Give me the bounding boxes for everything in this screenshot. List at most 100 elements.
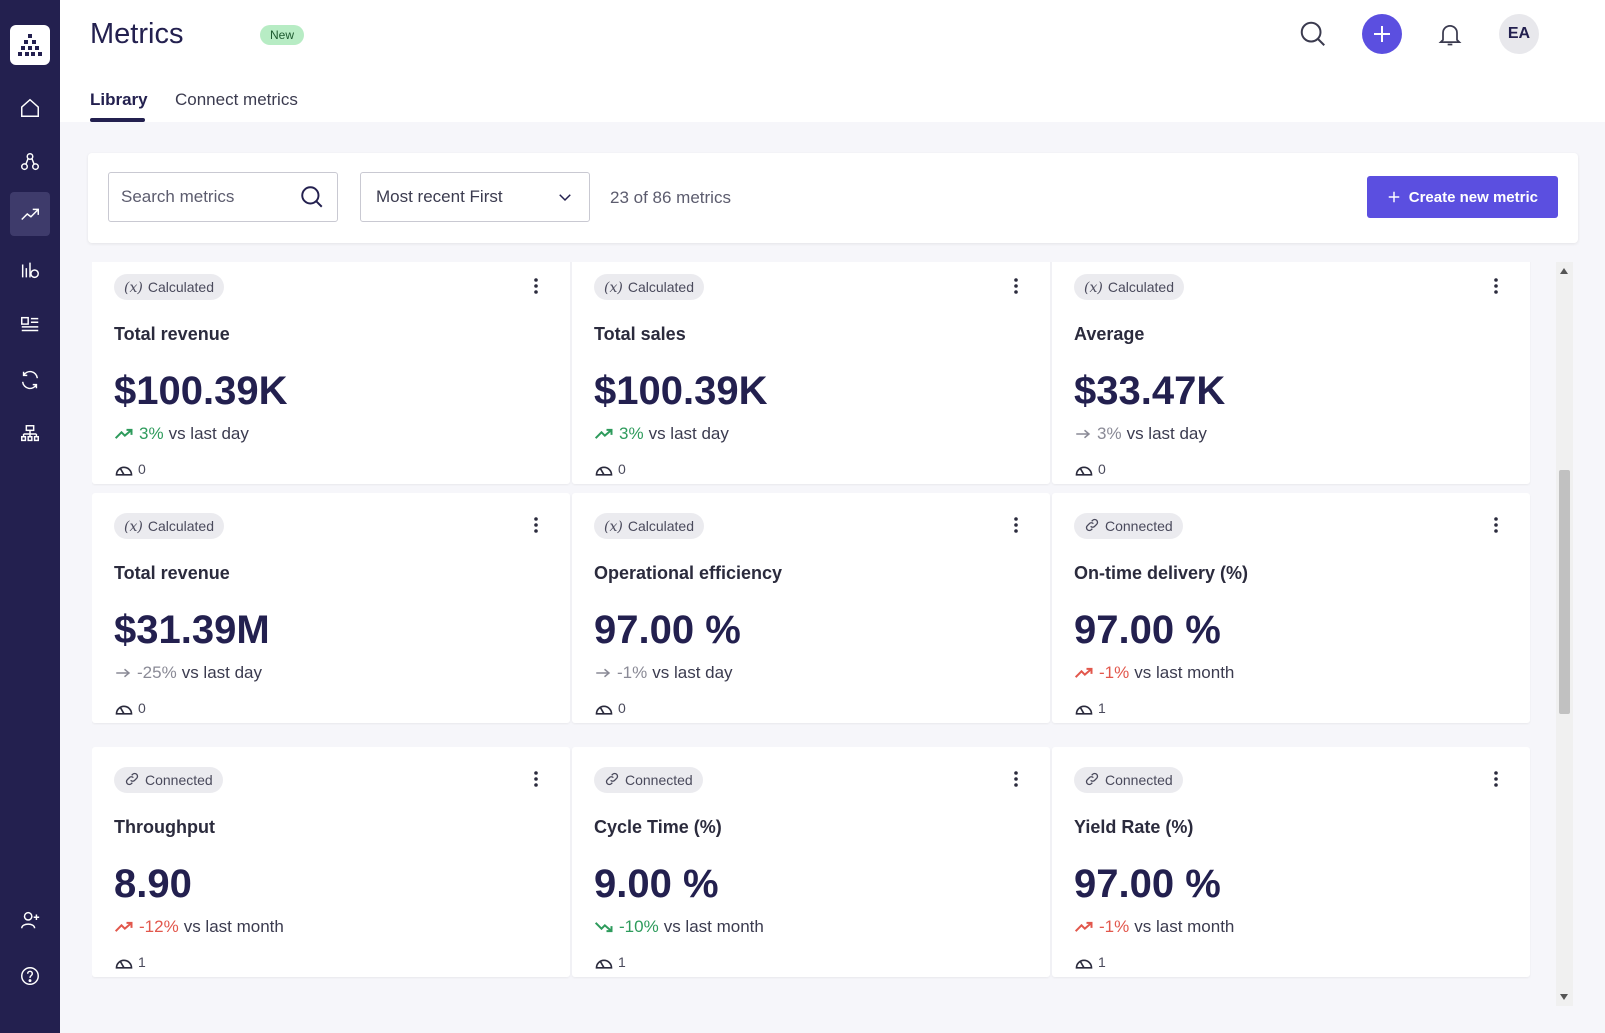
metric-trend: 3% vs last day (594, 424, 729, 444)
usage-count: 1 (1098, 700, 1106, 716)
metric-card[interactable]: (x) Calculated Average $33.47K 3% vs las… (1052, 262, 1530, 484)
more-options-button[interactable] (526, 513, 546, 537)
metric-type-chip: (x) Calculated (594, 274, 704, 300)
nav-hierarchy[interactable] (10, 412, 50, 456)
metric-type-chip: Connected (114, 767, 223, 793)
sort-select[interactable]: Most recent First (360, 172, 590, 222)
metric-usage: 1 (594, 954, 626, 970)
trend-percent: -1% (1099, 663, 1130, 682)
trend-period: vs last day (652, 663, 733, 682)
more-options-button[interactable] (1006, 767, 1026, 791)
more-options-button[interactable] (1006, 513, 1026, 537)
nav-sync[interactable] (10, 358, 50, 402)
metric-trend: -1% vs last month (1074, 917, 1234, 937)
active-tab-indicator (90, 118, 145, 122)
metric-value: $100.39K (594, 369, 768, 413)
more-options-button[interactable] (1486, 274, 1506, 298)
more-options-button[interactable] (1486, 513, 1506, 537)
scroll-thumb[interactable] (1559, 470, 1570, 714)
metric-card[interactable]: Connected Yield Rate (%) 97.00 % -1% vs … (1052, 747, 1530, 977)
metric-type-chip: Connected (1074, 767, 1183, 793)
trend-period: vs last day (1126, 424, 1207, 443)
metric-type-label: Calculated (627, 518, 694, 534)
metric-type-label: Connected (145, 772, 213, 788)
add-button[interactable] (1362, 14, 1402, 54)
grid-scrollbar[interactable] (1556, 262, 1573, 1006)
metric-value: 97.00 % (1074, 608, 1221, 652)
gauge-icon (1075, 466, 1093, 476)
nav-home[interactable] (10, 86, 50, 130)
link-icon (124, 771, 140, 790)
trend-percent: -25% (137, 663, 177, 682)
metric-type-chip: (x) Calculated (1074, 274, 1184, 300)
nav-help[interactable] (10, 954, 50, 998)
metric-card[interactable]: Connected Throughput 8.90 -12% vs last m… (92, 747, 570, 977)
create-metric-button[interactable]: Create new metric (1366, 176, 1558, 218)
tab-connect-metrics[interactable]: Connect metrics (175, 90, 298, 109)
usage-count: 0 (618, 700, 626, 716)
metric-card[interactable]: (x) Calculated Operational efficiency 97… (572, 493, 1050, 723)
variable-icon: (x) (124, 518, 143, 535)
metric-type-chip: (x) Calculated (594, 513, 704, 539)
tab-library[interactable]: Library (90, 90, 148, 109)
scroll-up-icon[interactable] (1560, 268, 1568, 274)
help-icon (21, 967, 39, 985)
metric-name: Cycle Time (%) (594, 817, 722, 837)
trend-arrow-icon (1074, 666, 1094, 680)
metric-card[interactable]: Connected On-time delivery (%) 97.00 % -… (1052, 493, 1530, 723)
metric-name: Operational efficiency (594, 563, 783, 583)
gauge-icon (115, 466, 133, 476)
usage-count: 1 (1098, 954, 1106, 970)
variable-icon: (x) (124, 279, 143, 296)
sidebar (0, 0, 60, 1033)
metric-type-label: Calculated (147, 279, 214, 295)
search-icon (1300, 21, 1325, 46)
trend-arrow-icon (594, 427, 614, 441)
hierarchy-icon (21, 425, 39, 442)
more-options-button[interactable] (1486, 767, 1506, 791)
avatar[interactable]: EA (1499, 14, 1539, 54)
gauge-icon (595, 959, 613, 969)
nav-metrics[interactable] (10, 192, 50, 236)
metric-card[interactable]: (x) Calculated Total sales $100.39K 3% v… (572, 262, 1050, 484)
kebab-icon (1494, 517, 1498, 533)
more-options-button[interactable] (526, 767, 546, 791)
metric-usage: 0 (594, 461, 626, 477)
scroll-down-icon[interactable] (1560, 994, 1568, 1000)
trend-percent: 3% (619, 424, 644, 443)
search-box[interactable] (108, 172, 338, 222)
metric-name: Throughput (114, 817, 215, 837)
trend-percent: 3% (1097, 424, 1122, 443)
bar-chart-icon (21, 262, 39, 279)
metric-name: Average (1074, 324, 1145, 344)
page-title: Metrics (90, 18, 184, 50)
nav-network[interactable] (10, 140, 50, 184)
app-logo[interactable] (10, 25, 50, 65)
kebab-icon (1494, 278, 1498, 294)
trend-arrow-icon (1074, 427, 1092, 441)
nav-add-user[interactable] (10, 898, 50, 942)
metric-usage: 1 (1074, 700, 1106, 716)
trend-arrow-icon (1074, 920, 1094, 934)
more-options-button[interactable] (1006, 274, 1026, 298)
nav-charts[interactable] (10, 248, 50, 292)
more-options-button[interactable] (526, 274, 546, 298)
trend-period: vs last month (183, 917, 284, 936)
nav-reports[interactable] (10, 303, 50, 347)
metric-card[interactable]: (x) Calculated Total revenue $100.39K 3%… (92, 262, 570, 484)
usage-count: 1 (618, 954, 626, 970)
metrics-grid: (x) Calculated Total revenue $100.39K 3%… (92, 262, 1555, 1006)
metric-card[interactable]: (x) Calculated Total revenue $31.39M -25… (92, 493, 570, 723)
notifications-button[interactable] (1430, 14, 1470, 54)
search-input[interactable] (121, 187, 291, 207)
metric-usage: 0 (114, 700, 146, 716)
trend-arrow-icon (114, 920, 134, 934)
metric-card[interactable]: Connected Cycle Time (%) 9.00 % -10% vs … (572, 747, 1050, 977)
usage-count: 0 (618, 461, 626, 477)
metric-usage: 0 (114, 461, 146, 477)
metric-name: Total revenue (114, 563, 230, 583)
variable-icon: (x) (604, 279, 623, 296)
global-search-button[interactable] (1293, 14, 1333, 54)
metric-usage: 0 (1074, 461, 1106, 477)
trend-period: vs last day (181, 663, 262, 682)
